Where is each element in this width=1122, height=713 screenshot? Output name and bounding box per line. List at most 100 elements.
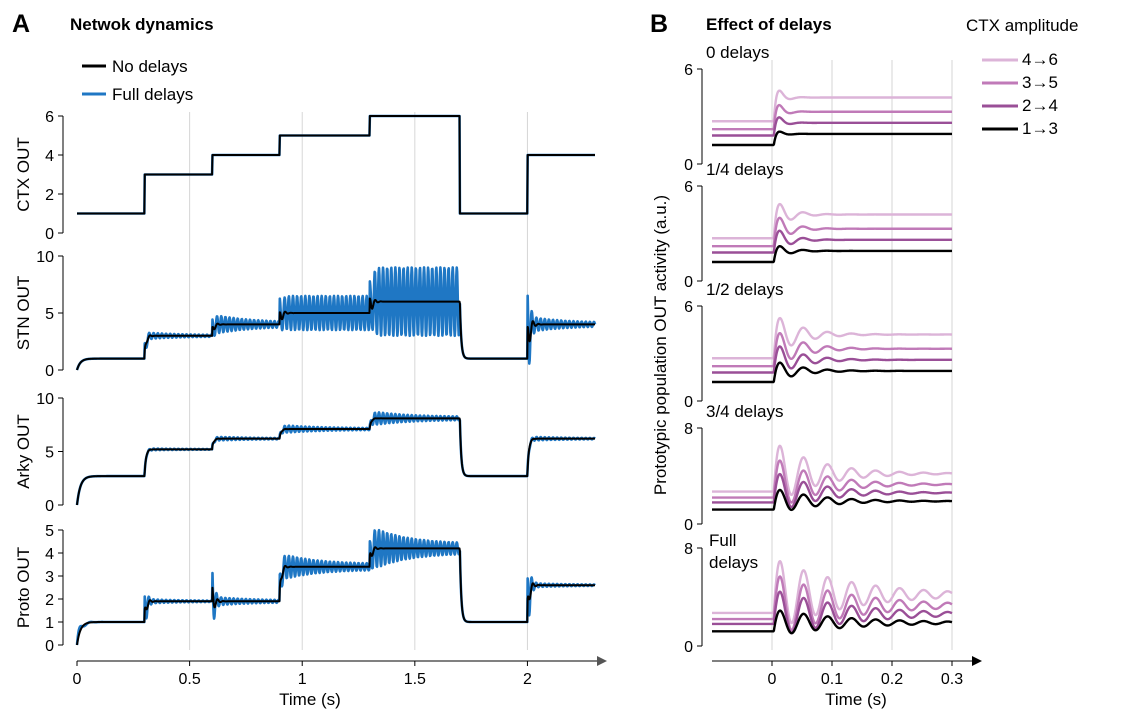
b-subplot: 0 8 3/4 delays (684, 402, 953, 534)
a-series-no-delays (76, 546, 596, 646)
a-y-tick-label: 10 (36, 249, 54, 266)
panel-b-legend-4-6: 4→6 (1022, 50, 1058, 69)
panel-a-letter: A (12, 10, 30, 38)
a-y-tick-label: 0 (45, 498, 54, 515)
a-x-tick-label: 0.5 (178, 671, 200, 688)
b-series-4-6 (711, 560, 953, 625)
panel-a-legend-no-delays: No delays (112, 57, 188, 76)
a-series-no-delays (76, 417, 596, 506)
a-series-full-delays (76, 114, 596, 215)
a-series-full-delays (75, 266, 597, 371)
panel-b-ylabel: Prototypic population OUT activity (a.u.… (651, 195, 670, 495)
b-series-1-3 (711, 361, 953, 384)
b-series-3-5 (711, 459, 953, 504)
a-y-tick-label: 4 (45, 546, 54, 563)
b-series-2-4 (711, 229, 953, 254)
a-y-tick-label: 5 (45, 445, 54, 462)
b-y-tick-label: 8 (684, 421, 693, 438)
b-x-tick-label: 0.3 (941, 671, 963, 688)
b-series-4-6 (711, 202, 953, 240)
panel-b-xlabel: Time (s) (825, 690, 887, 709)
b-series-4-6 (711, 444, 953, 497)
a-y-tick-label: 6 (45, 109, 54, 126)
panel-b-legend-title: CTX amplitude (966, 16, 1078, 35)
b-subplot-label: 3/4 delays (706, 402, 784, 421)
a-ylabel: STN OUT (14, 276, 33, 351)
b-series-4-6 (711, 89, 953, 123)
b-series-2-4 (711, 116, 953, 137)
a-y-tick-label: 4 (45, 148, 54, 165)
b-y-tick-label: 0 (684, 394, 693, 411)
panel-b-title: Effect of delays (706, 15, 832, 34)
b-series-3-5 (711, 103, 953, 131)
a-series-full-delays (75, 411, 596, 506)
b-series-2-4 (711, 472, 953, 509)
panel-b-letter: B (650, 10, 668, 38)
b-series-3-5 (711, 216, 953, 248)
b-y-tick-label: 0 (684, 274, 693, 291)
panel-b-legend-2-4: 2→4 (1022, 96, 1058, 115)
b-y-tick-label: 6 (684, 62, 693, 79)
a-y-tick-label: 5 (45, 523, 54, 540)
a-y-tick-label: 3 (45, 569, 54, 586)
a-subplot: 0 2 4 6 CTX OUT (14, 109, 596, 243)
b-x-tick-label: 0.1 (821, 671, 843, 688)
panel-b-plot: 0 6 0 delays 0 6 1/4 delays 0 6 1/2 delays 0 8 3/4 … (684, 43, 1018, 688)
b-subplot-label: delays (709, 553, 758, 572)
a-y-tick-label: 0 (45, 226, 54, 243)
a-series-no-delays (76, 297, 596, 371)
b-subplot-label: Full (709, 531, 736, 550)
a-subplot: 0 1 2 3 4 5 Proto OUT (14, 523, 596, 655)
a-x-axis-arrow (597, 656, 607, 666)
b-y-tick-label: 0 (684, 639, 693, 656)
a-y-tick-label: 2 (45, 187, 54, 204)
b-x-tick-label: 0 (768, 671, 777, 688)
b-y-tick-label: 6 (684, 299, 693, 316)
a-x-tick-label: 1.5 (404, 671, 426, 688)
b-y-tick-label: 0 (684, 157, 693, 174)
b-series-1-3 (711, 130, 953, 147)
a-y-tick-label: 10 (36, 391, 54, 408)
a-ylabel: Arky OUT (14, 414, 33, 489)
panel-b-legend-3-5: 3→5 (1022, 73, 1058, 92)
b-series-1-3 (711, 609, 953, 635)
a-y-tick-label: 1 (45, 615, 54, 632)
a-x-tick-label: 0 (73, 671, 82, 688)
b-series-2-4 (711, 590, 953, 635)
a-y-tick-label: 0 (45, 363, 54, 380)
b-series-3-5 (711, 575, 953, 632)
b-subplot-label: 1/2 delays (706, 280, 784, 299)
b-subplot: 0 6 1/4 delays (684, 160, 953, 291)
a-series-full-delays (75, 528, 596, 646)
a-y-tick-label: 5 (45, 306, 54, 323)
b-series-1-3 (711, 245, 953, 264)
b-series-3-5 (711, 331, 953, 368)
a-ylabel: Proto OUT (14, 547, 33, 628)
b-y-tick-label: 8 (684, 541, 693, 558)
b-subplot: 0 8 Full delays (684, 531, 953, 656)
a-ylabel: CTX OUT (14, 137, 33, 212)
b-series-1-3 (711, 488, 953, 512)
b-subplot-label: 0 delays (706, 43, 769, 62)
panel-a-title: Netwok dynamics (70, 15, 214, 34)
b-subplot-label: 1/4 delays (706, 160, 784, 179)
a-series-no-delays (76, 115, 596, 215)
panel-a-legend-full-delays: Full delays (112, 85, 193, 104)
a-x-tick-label: 1 (298, 671, 307, 688)
b-subplot: 0 6 1/2 delays (684, 280, 953, 411)
a-y-tick-label: 0 (45, 638, 54, 655)
a-x-tick-label: 2 (523, 671, 532, 688)
b-x-axis-arrow (972, 656, 982, 666)
b-series-4-6 (711, 316, 953, 360)
b-x-tick-label: 0.2 (881, 671, 903, 688)
b-series-2-4 (711, 345, 953, 374)
b-y-tick-label: 6 (684, 179, 693, 196)
b-y-tick-label: 0 (684, 517, 693, 534)
panel-a-xlabel: Time (s) (279, 690, 341, 709)
panel-b-legend-1-3: 1→3 (1022, 119, 1058, 138)
b-subplot: 0 6 0 delays (684, 43, 953, 174)
